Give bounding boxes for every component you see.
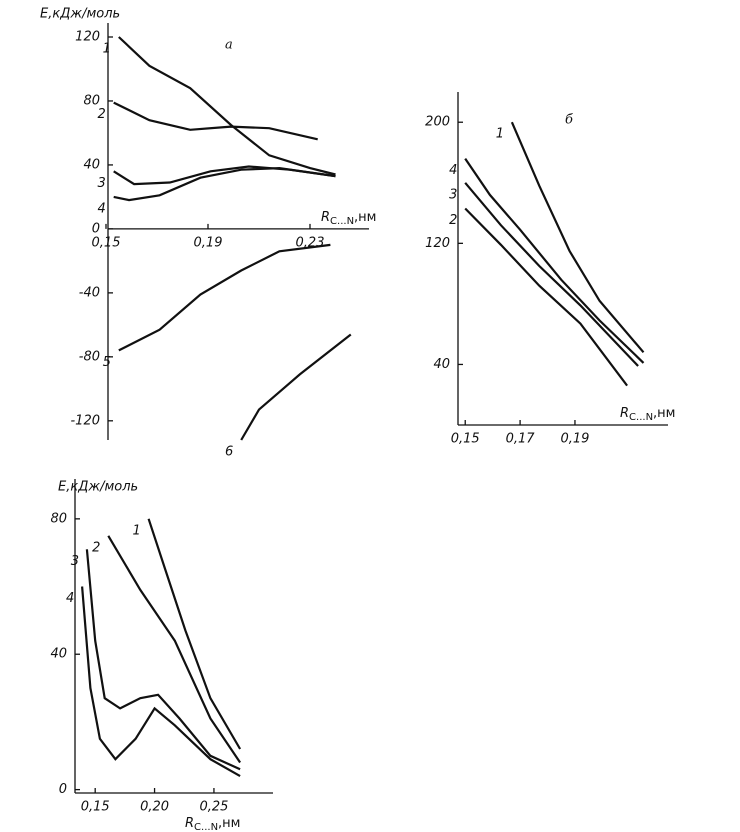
- y-tick-label: 80: [83, 93, 100, 108]
- x-label-unit: ,нм: [653, 406, 675, 421]
- curve-label: 3: [98, 176, 106, 191]
- curve: [240, 333, 352, 441]
- x-tick-label: 0,15: [451, 432, 480, 447]
- x-label-symbol: R: [620, 406, 629, 421]
- x-label-unit: ,нм: [354, 209, 376, 224]
- y-tick-label: 40: [433, 357, 450, 372]
- curve-label: 1: [103, 41, 111, 56]
- y-tick-label: -120: [70, 413, 100, 428]
- x-tick-label: 0,15: [92, 235, 121, 250]
- curve-label: 3: [71, 554, 79, 569]
- y-tick-label: -40: [79, 285, 100, 300]
- x-tick-label: 0,19: [194, 235, 223, 250]
- y-tick-label: 120: [75, 29, 100, 44]
- curve: [113, 101, 318, 141]
- curve-label: 3: [449, 187, 457, 202]
- curve: [113, 166, 336, 202]
- x-label-subscript: C...N: [330, 216, 354, 227]
- curve: [118, 36, 336, 176]
- curve-label: 2: [92, 540, 100, 555]
- y-axis-label: E,кДж/моль: [58, 480, 138, 495]
- y-tick-label: 200: [425, 115, 450, 130]
- x-label-subscript: C...N: [194, 822, 218, 832]
- curve-label: 6: [225, 445, 233, 460]
- x-axis-label: RC...N,нм: [321, 209, 377, 227]
- x-label-subscript: C...N: [629, 412, 653, 423]
- y-tick-label: 40: [83, 157, 100, 172]
- curve-label: 1: [496, 127, 504, 142]
- curve: [464, 157, 645, 364]
- y-tick-label: -80: [79, 349, 100, 364]
- y-tick-label: 80: [50, 511, 67, 526]
- curve-label: 2: [98, 107, 106, 122]
- x-axis-label: RC...N,нм: [620, 406, 676, 424]
- y-tick-label: 0: [59, 782, 67, 797]
- panel-title: а: [225, 38, 233, 53]
- curve: [85, 549, 241, 771]
- x-label-symbol: R: [185, 816, 194, 831]
- y-tick-label: 40: [50, 647, 67, 662]
- x-tick-label: 0,15: [81, 800, 110, 815]
- curve-label: 4: [66, 591, 74, 606]
- x-tick-label: 0,17: [506, 432, 536, 447]
- curve: [113, 165, 336, 186]
- curve: [147, 518, 242, 750]
- x-label-symbol: R: [321, 209, 330, 224]
- curve: [81, 586, 241, 778]
- curve: [464, 207, 628, 387]
- curve-label: 1: [132, 523, 140, 538]
- curve: [107, 535, 242, 764]
- curve-label: 5: [103, 355, 111, 370]
- curve: [464, 182, 639, 367]
- y-tick-label: 120: [425, 236, 450, 251]
- x-axis-label: RC...N,нм: [185, 816, 241, 832]
- x-label-unit: ,нм: [218, 816, 240, 831]
- x-tick-label: 0,25: [199, 800, 228, 815]
- curve-label: 2: [449, 213, 457, 228]
- panel-title: б: [565, 113, 573, 128]
- curve-label: 4: [449, 163, 457, 178]
- x-tick-label: 0,19: [560, 432, 589, 447]
- y-tick-label: 0: [92, 221, 100, 236]
- curve-label: 4: [98, 201, 106, 216]
- y-axis-label: E,кДж/моль: [40, 7, 120, 22]
- curve: [118, 243, 331, 352]
- curve: [510, 121, 645, 354]
- x-tick-label: 0,20: [140, 800, 169, 815]
